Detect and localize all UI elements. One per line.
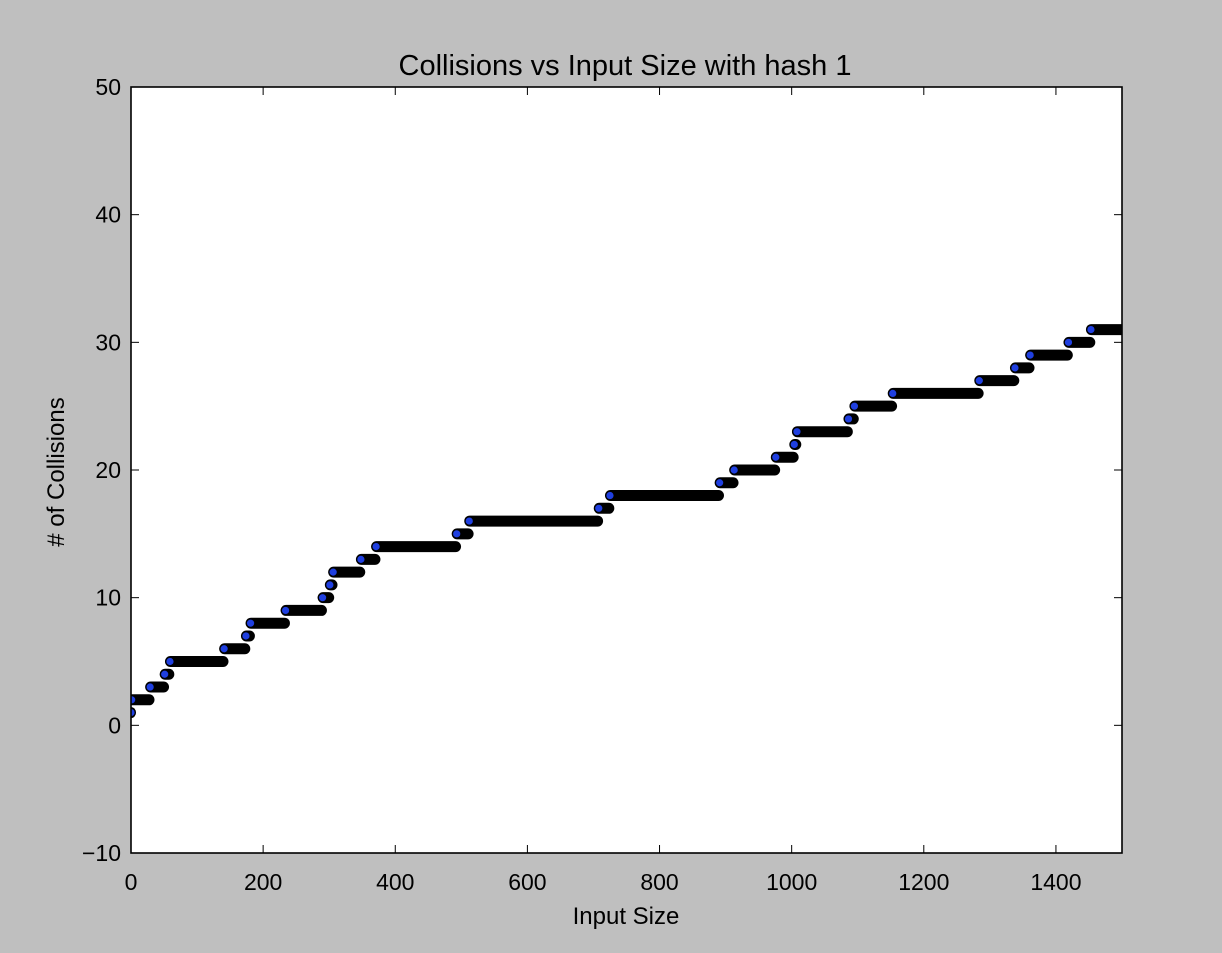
data-point [464, 516, 475, 526]
y-tick-label: 20 [95, 457, 121, 483]
data-point [219, 643, 229, 654]
y-tick-label: −10 [82, 840, 121, 866]
data-point-run [371, 541, 462, 553]
data-point [371, 541, 381, 552]
data-point-run [974, 375, 1020, 387]
data-point [241, 631, 251, 641]
axis-ticks [130, 86, 1122, 854]
data-point [729, 465, 739, 475]
x-tick-label: 600 [508, 869, 546, 895]
data-point [1086, 324, 1096, 335]
data-point-run [164, 656, 229, 667]
data-point [1010, 363, 1020, 373]
data-point [451, 529, 462, 539]
data-point [605, 490, 615, 501]
data-point-run [729, 464, 781, 476]
data-point [792, 426, 802, 437]
y-axis-label: # of Collisions [43, 397, 70, 546]
data-point-run [1085, 324, 1122, 336]
x-tick-label: 1400 [1030, 869, 1081, 895]
data-point [165, 656, 175, 667]
y-tick-label: 50 [95, 74, 121, 100]
chart-title: Collisions vs Input Size with hash 1 [399, 50, 852, 82]
x-tick-label: 0 [125, 869, 138, 895]
y-tick-label: 10 [95, 585, 121, 611]
data-point [145, 682, 155, 692]
data-point [593, 503, 604, 514]
plot-area [131, 87, 1122, 853]
data-point-run [887, 387, 984, 399]
data-point [771, 452, 781, 463]
data-point-run [280, 604, 327, 616]
data-point [789, 439, 800, 450]
x-tick-label: 200 [244, 869, 282, 895]
data-point-run [245, 617, 290, 629]
data-point-run [464, 515, 604, 527]
data-point [849, 401, 860, 411]
data-point-run [604, 490, 724, 502]
data-point [280, 605, 291, 616]
data-point [317, 592, 328, 603]
data-point [714, 477, 725, 488]
data-point [843, 414, 854, 424]
data-point-run [131, 694, 155, 706]
data-point [328, 567, 338, 577]
chart-marks [131, 324, 1122, 719]
data-point-run [849, 400, 898, 412]
data-point [159, 669, 170, 680]
data-point [245, 618, 256, 628]
x-tick-label: 1000 [766, 869, 817, 895]
data-point [325, 580, 335, 590]
y-tick-label: 0 [108, 712, 121, 738]
data-point-run [1025, 349, 1073, 361]
data-point [1025, 350, 1035, 360]
data-point-run [791, 426, 853, 438]
x-tick-label: 800 [640, 869, 678, 895]
data-point [887, 388, 898, 399]
data-point-run [328, 566, 366, 578]
y-tick-label: 40 [95, 202, 121, 228]
data-point [974, 375, 985, 386]
data-point [356, 554, 366, 565]
data-point [1063, 337, 1074, 348]
y-tick-label: 30 [95, 329, 121, 355]
x-tick-label: 400 [376, 869, 414, 895]
x-axis-label: Input Size [573, 903, 680, 930]
x-tick-label: 1200 [898, 869, 949, 895]
